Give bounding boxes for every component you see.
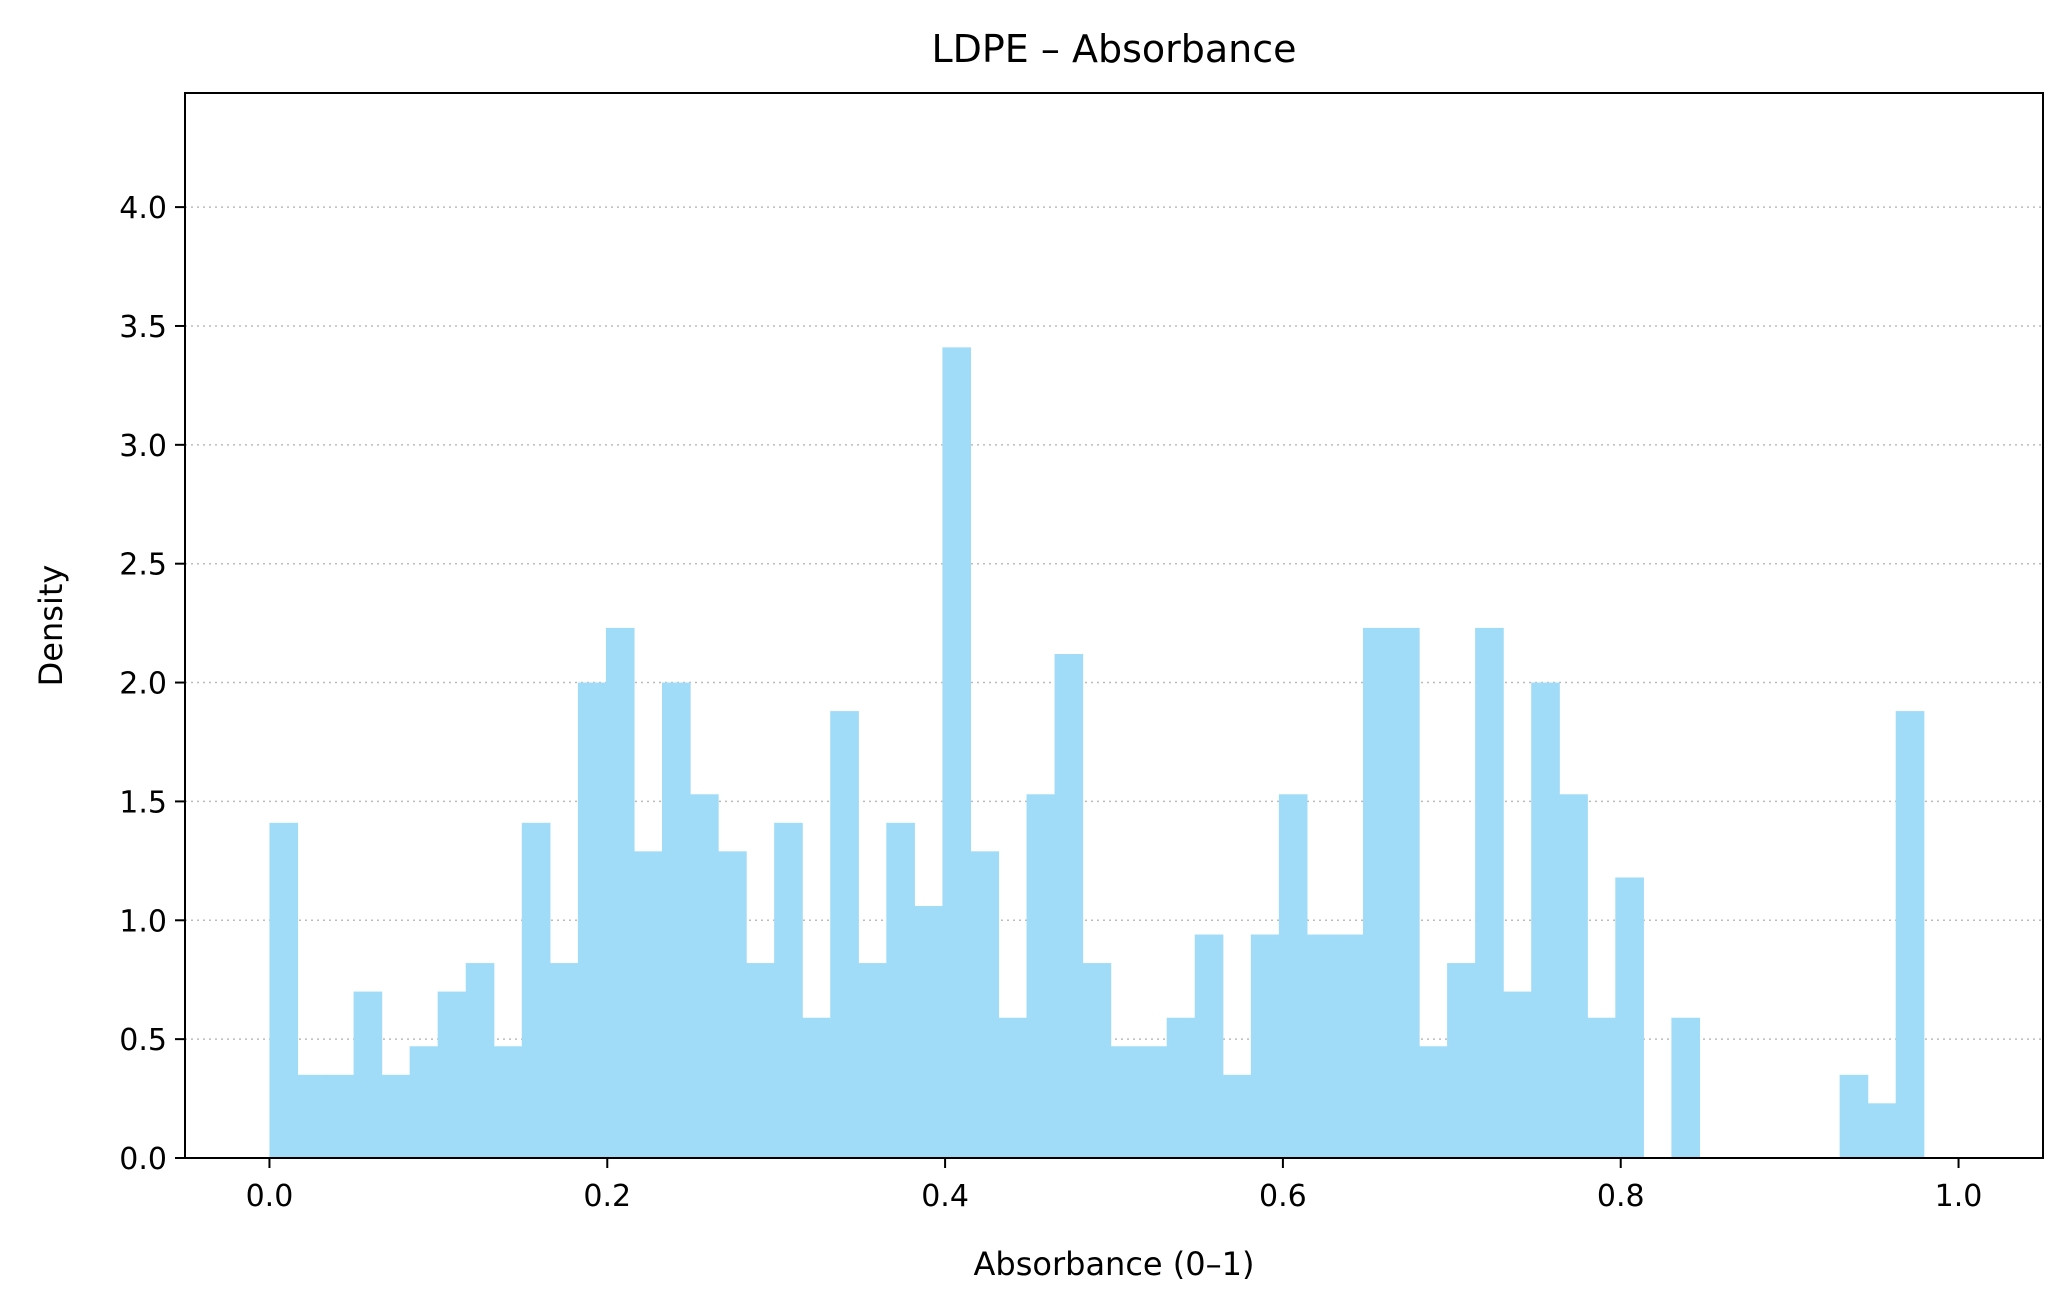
histogram-bar bbox=[1166, 1017, 1196, 1158]
histogram-bar bbox=[1194, 934, 1224, 1158]
histogram-bar bbox=[690, 794, 719, 1158]
histogram-bar bbox=[970, 851, 1000, 1158]
histogram-bar bbox=[718, 851, 747, 1158]
histogram-bar bbox=[1559, 794, 1588, 1158]
y-tick-label: 2.5 bbox=[119, 548, 167, 583]
x-tick-label: 0.8 bbox=[1597, 1179, 1645, 1214]
histogram-bar bbox=[633, 851, 663, 1158]
histogram-bar bbox=[1531, 682, 1560, 1158]
histogram-bar bbox=[297, 1074, 327, 1158]
histogram-bar bbox=[1250, 934, 1280, 1158]
histogram-bar bbox=[1503, 991, 1532, 1158]
histogram-bar bbox=[1587, 1017, 1616, 1158]
histogram-bar bbox=[1026, 794, 1056, 1158]
histogram-bar bbox=[1082, 963, 1112, 1158]
histogram-bars bbox=[269, 347, 1925, 1158]
y-tick-label: 1.0 bbox=[119, 904, 167, 939]
x-tick-label: 0.0 bbox=[246, 1179, 294, 1214]
histogram-bar bbox=[381, 1074, 411, 1158]
histogram-bar bbox=[661, 682, 691, 1158]
histogram-bar bbox=[1615, 877, 1644, 1158]
y-tick-label: 3.0 bbox=[119, 429, 167, 464]
histogram-bar bbox=[830, 711, 859, 1158]
histogram-bar bbox=[353, 991, 383, 1158]
histogram-bar bbox=[886, 822, 915, 1158]
grid-lines bbox=[185, 206, 2043, 1040]
histogram-bar bbox=[1867, 1103, 1897, 1158]
histogram-bar bbox=[1054, 654, 1084, 1158]
y-axis-title: Density bbox=[32, 565, 70, 687]
x-tick-label: 0.4 bbox=[921, 1179, 969, 1214]
histogram-bar bbox=[942, 347, 972, 1158]
histogram-bar bbox=[914, 906, 943, 1158]
x-tick-label: 0.2 bbox=[583, 1179, 631, 1214]
histogram-bar bbox=[325, 1074, 355, 1158]
y-axis-ticks: 0.0 0.5 1.0 1.5 2.0 2.5 3.0 3.5 4.0 bbox=[119, 191, 185, 1177]
histogram-bar bbox=[1110, 1046, 1140, 1158]
histogram-bar bbox=[746, 963, 775, 1158]
y-tick-label: 2.0 bbox=[119, 667, 167, 702]
y-tick-label: 0.5 bbox=[119, 1023, 167, 1058]
histogram-bar bbox=[1895, 711, 1925, 1158]
histogram-bar bbox=[1391, 627, 1420, 1158]
histogram-bar bbox=[577, 682, 607, 1158]
histogram-bar bbox=[1362, 627, 1392, 1158]
histogram-bar bbox=[437, 991, 467, 1158]
histogram-bar bbox=[1419, 1046, 1448, 1158]
x-tick-label: 0.6 bbox=[1259, 1179, 1307, 1214]
histogram-bar bbox=[1447, 963, 1476, 1158]
histogram-bar bbox=[493, 1046, 523, 1158]
histogram-bar bbox=[549, 963, 579, 1158]
histogram-bar bbox=[1334, 934, 1364, 1158]
histogram-bar bbox=[1222, 1074, 1252, 1158]
histogram-bar bbox=[521, 822, 551, 1158]
histogram-bar bbox=[1306, 934, 1336, 1158]
histogram-bar bbox=[269, 822, 299, 1158]
histogram-bar bbox=[858, 963, 887, 1158]
histogram-bar bbox=[1671, 1017, 1701, 1158]
histogram-bar bbox=[1278, 794, 1308, 1158]
histogram-bar bbox=[465, 963, 495, 1158]
x-tick-label: 1.0 bbox=[1935, 1179, 1983, 1214]
histogram-bar bbox=[774, 822, 803, 1158]
x-axis-title: Absorbance (0–1) bbox=[974, 1245, 1255, 1283]
y-tick-label: 3.5 bbox=[119, 310, 167, 345]
y-tick-label: 1.5 bbox=[119, 785, 167, 820]
y-tick-label: 0.0 bbox=[119, 1142, 167, 1177]
plot-area-frame bbox=[184, 92, 2044, 1159]
histogram-bar bbox=[1839, 1074, 1869, 1158]
y-tick-label: 4.0 bbox=[119, 191, 167, 226]
x-axis-ticks: 0.0 0.2 0.4 0.6 0.8 1.0 bbox=[246, 1158, 1983, 1214]
chart-title: LDPE – Absorbance bbox=[931, 27, 1296, 71]
histogram-bar bbox=[802, 1017, 831, 1158]
histogram-bar bbox=[1475, 627, 1504, 1158]
histogram-bar bbox=[998, 1017, 1028, 1158]
histogram-bar bbox=[409, 1046, 439, 1158]
histogram-bar bbox=[605, 627, 635, 1158]
histogram-bar bbox=[1138, 1046, 1168, 1158]
